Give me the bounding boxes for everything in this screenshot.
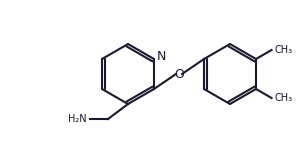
Text: CH₃: CH₃ <box>274 45 293 55</box>
Text: N: N <box>157 51 166 64</box>
Text: O: O <box>174 67 184 80</box>
Text: CH₃: CH₃ <box>274 93 293 103</box>
Text: H₂N: H₂N <box>68 114 87 124</box>
